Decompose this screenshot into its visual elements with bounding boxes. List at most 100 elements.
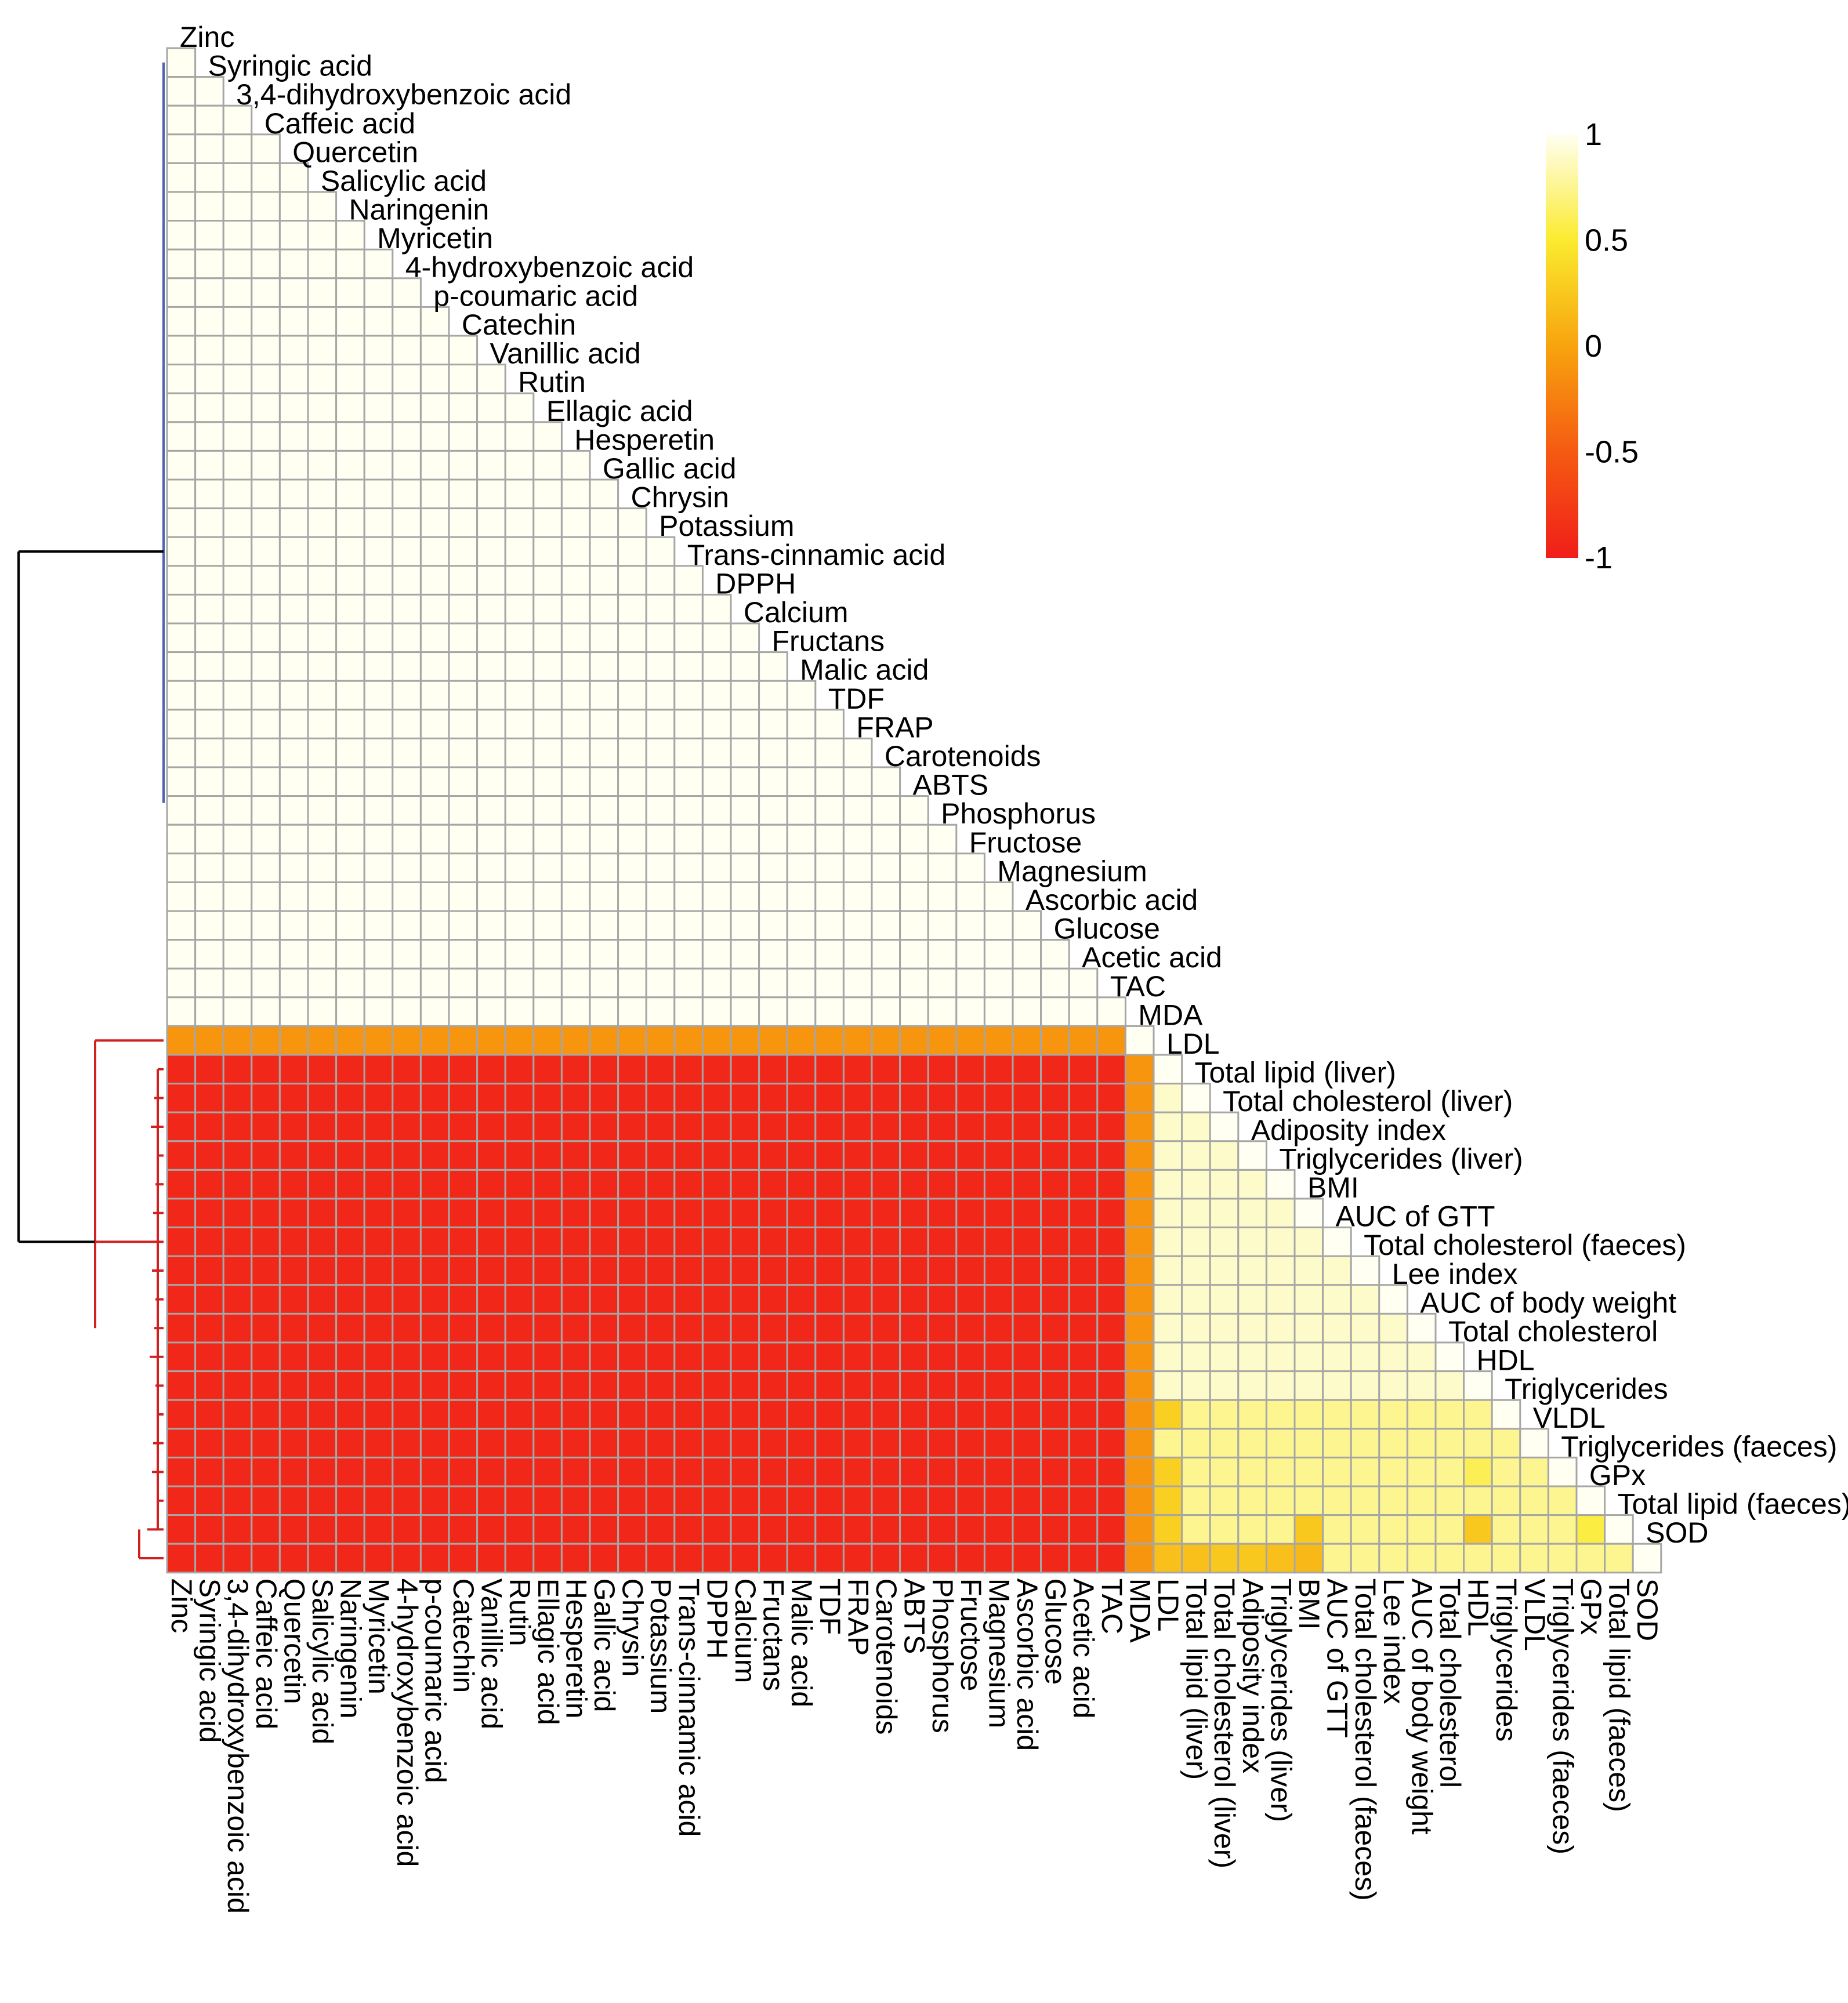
heatmap-cell bbox=[1209, 1140, 1240, 1171]
colorbar-tick-label: 1 bbox=[1585, 117, 1602, 152]
heatmap-cell bbox=[335, 1054, 365, 1085]
heatmap-cell bbox=[222, 795, 253, 826]
heatmap-cell bbox=[419, 766, 450, 797]
heatmap-cell bbox=[617, 1312, 647, 1344]
heatmap-cell bbox=[251, 478, 281, 510]
heatmap-cell bbox=[617, 507, 647, 538]
heatmap-cell bbox=[251, 1140, 281, 1171]
heatmap-cell bbox=[1040, 1399, 1070, 1430]
row-label: Catechin bbox=[462, 309, 576, 341]
column-label: Total lipid (liver) bbox=[1180, 1579, 1213, 1780]
heatmap-cell bbox=[251, 795, 281, 826]
heatmap-cell bbox=[166, 709, 197, 739]
heatmap-cell bbox=[307, 1312, 338, 1344]
heatmap-cell bbox=[701, 852, 732, 883]
heatmap-cell bbox=[251, 651, 281, 682]
heatmap-cell bbox=[871, 1169, 901, 1200]
heatmap-cell bbox=[1519, 1543, 1549, 1574]
heatmap-cell bbox=[335, 565, 365, 596]
heatmap-cell bbox=[194, 1399, 224, 1430]
heatmap-cell bbox=[673, 823, 704, 855]
heatmap-cell bbox=[476, 1456, 506, 1487]
heatmap-cell bbox=[560, 1140, 591, 1171]
heatmap-cell bbox=[871, 1399, 901, 1430]
heatmap-cell bbox=[1209, 1370, 1240, 1401]
heatmap-cell bbox=[1124, 1399, 1155, 1430]
heatmap-cell bbox=[335, 392, 365, 423]
row-label: GPx bbox=[1589, 1459, 1646, 1492]
row-label: Carotenoids bbox=[885, 740, 1041, 772]
heatmap-cell bbox=[392, 766, 422, 797]
heatmap-cell bbox=[1012, 1227, 1042, 1257]
heatmap-cell bbox=[814, 1543, 845, 1574]
heatmap-cell bbox=[194, 1255, 224, 1286]
heatmap-cell bbox=[1463, 1399, 1493, 1430]
heatmap-cell bbox=[786, 737, 817, 768]
heatmap-cell bbox=[335, 1456, 365, 1487]
heatmap-cell bbox=[617, 910, 647, 941]
heatmap-cell bbox=[419, 996, 450, 1027]
heatmap-cell bbox=[1153, 1140, 1183, 1171]
heatmap-cell bbox=[532, 939, 563, 970]
heatmap-cell bbox=[1519, 1428, 1549, 1458]
heatmap-cell bbox=[617, 1025, 647, 1056]
heatmap-cell bbox=[251, 306, 281, 337]
heatmap-cell bbox=[278, 939, 309, 970]
heatmap-cell bbox=[222, 651, 253, 682]
heatmap-cell bbox=[476, 1370, 506, 1401]
heatmap-cell bbox=[335, 1428, 365, 1458]
row-label: Lee index bbox=[1392, 1258, 1518, 1290]
heatmap-cell bbox=[166, 1227, 197, 1257]
heatmap-cell bbox=[419, 852, 450, 883]
heatmap-cell bbox=[419, 335, 450, 366]
heatmap-cell bbox=[307, 392, 338, 423]
heatmap-cell bbox=[448, 881, 479, 912]
heatmap-cell bbox=[701, 1083, 732, 1113]
heatmap-cell bbox=[786, 1111, 817, 1142]
heatmap-cell bbox=[392, 1341, 422, 1373]
heatmap-cell bbox=[842, 1140, 873, 1171]
heatmap-cell bbox=[194, 1428, 224, 1458]
heatmap-cell bbox=[589, 651, 619, 682]
heatmap-cell bbox=[532, 1255, 563, 1286]
heatmap-cell bbox=[166, 536, 197, 567]
heatmap-cell bbox=[589, 622, 619, 654]
heatmap-cell bbox=[363, 795, 394, 826]
heatmap-cell bbox=[1124, 1083, 1155, 1113]
heatmap-cell bbox=[730, 910, 760, 941]
heatmap-cell bbox=[448, 709, 479, 739]
row-label: Total cholesterol (faeces) bbox=[1364, 1229, 1686, 1261]
heatmap-cell bbox=[560, 1083, 591, 1113]
row-label: Acetic acid bbox=[1082, 941, 1222, 974]
heatmap-cell bbox=[842, 1543, 873, 1574]
heatmap-cell bbox=[701, 1341, 732, 1373]
heatmap-cell bbox=[307, 996, 338, 1027]
heatmap-cell bbox=[786, 1198, 817, 1229]
heatmap-cell bbox=[701, 1399, 732, 1430]
heatmap-cell bbox=[194, 1083, 224, 1113]
heatmap-cell bbox=[1434, 1370, 1465, 1401]
heatmap-cell bbox=[251, 1514, 281, 1545]
heatmap-cell bbox=[419, 1456, 450, 1487]
heatmap-cell bbox=[278, 1025, 309, 1056]
heatmap-cell bbox=[617, 967, 647, 999]
heatmap-cell bbox=[419, 1083, 450, 1113]
heatmap-cell bbox=[532, 1284, 563, 1315]
heatmap-cell bbox=[251, 1227, 281, 1257]
heatmap-cell bbox=[251, 565, 281, 596]
heatmap-cell bbox=[222, 104, 253, 136]
heatmap-cell bbox=[1040, 1485, 1070, 1516]
heatmap-cell bbox=[983, 1543, 1014, 1574]
heatmap-cell bbox=[278, 1227, 309, 1257]
heatmap-cell bbox=[955, 1399, 985, 1430]
heatmap-cell bbox=[560, 881, 591, 912]
heatmap-cell bbox=[1378, 1485, 1408, 1516]
heatmap-cell bbox=[222, 133, 253, 164]
heatmap-cell bbox=[842, 1255, 873, 1286]
heatmap-cell bbox=[1632, 1543, 1662, 1574]
heatmap-cell bbox=[222, 1514, 253, 1545]
heatmap-cell bbox=[617, 1428, 647, 1458]
heatmap-cell bbox=[589, 1083, 619, 1113]
heatmap-cell bbox=[307, 277, 338, 308]
heatmap-cell bbox=[166, 1255, 197, 1286]
